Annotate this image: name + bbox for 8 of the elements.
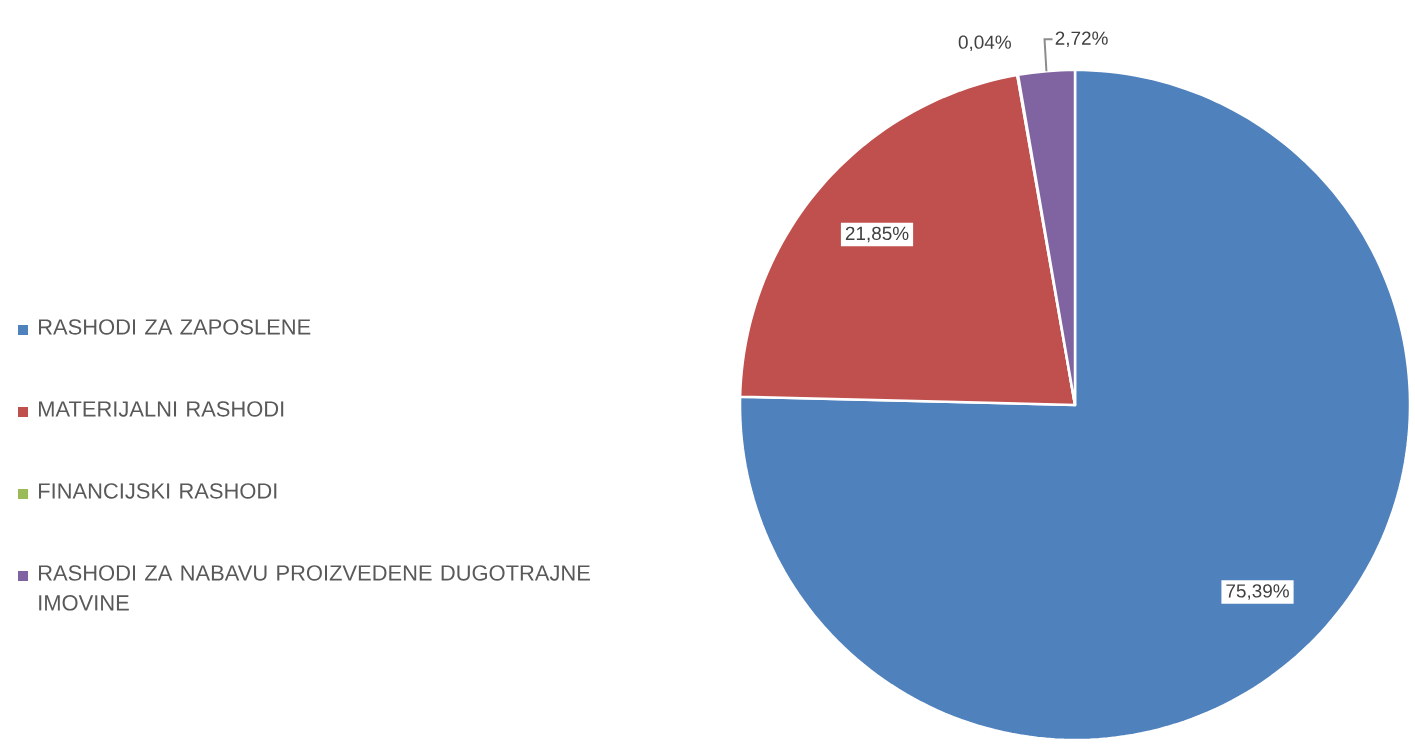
data-label: 21,85% xyxy=(845,226,909,243)
legend-label: MATERIJALNI RASHODI xyxy=(39,401,284,417)
data-label: 75,39% xyxy=(1226,584,1289,600)
legend-label: RASHODI ZA ZAPOSLENE xyxy=(39,319,311,335)
data-label: 0,04% xyxy=(958,35,1011,52)
data-label: 2,72% xyxy=(1055,31,1108,48)
legend-label: RASHODI ZA NABAVU PROIZVEDENE DUGOTRAJNE IMOVINE xyxy=(39,565,590,611)
legend-label: FINANCIJSKI RASHODI xyxy=(39,483,277,499)
